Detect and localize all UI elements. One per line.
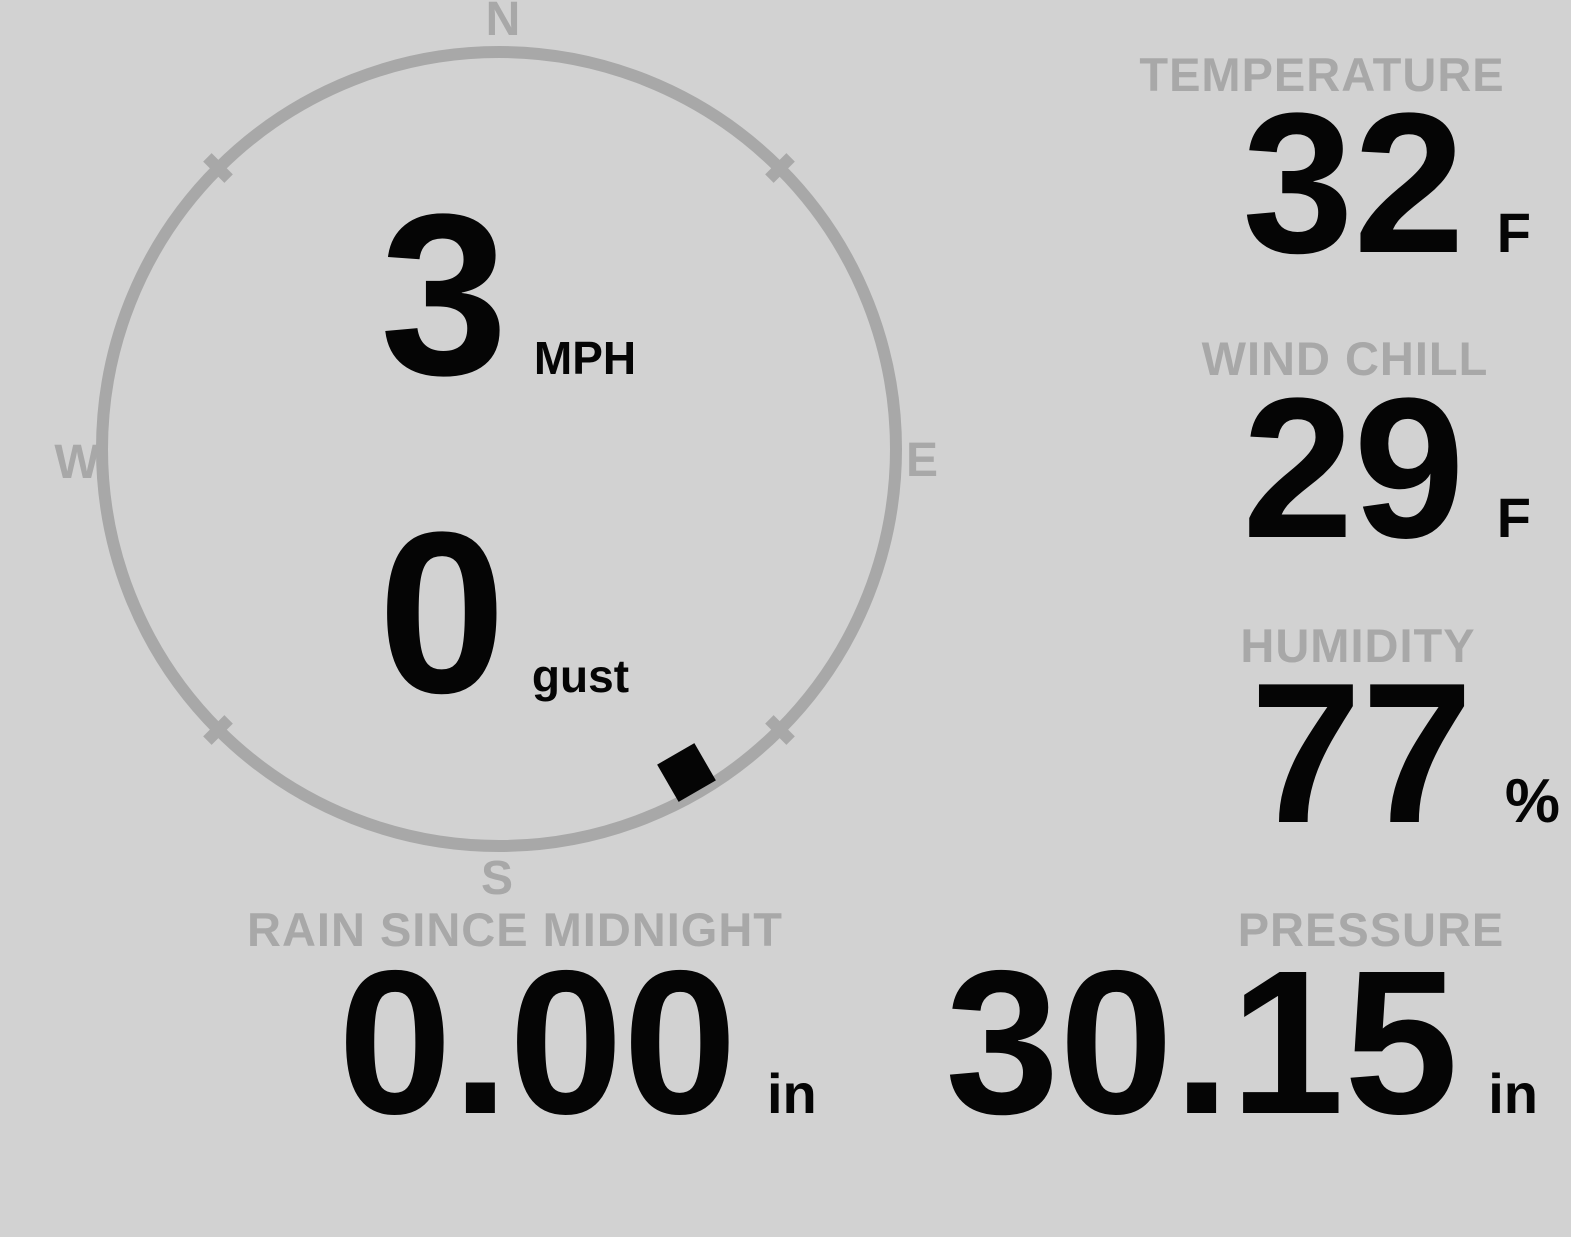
temperature-unit: F bbox=[1496, 201, 1531, 264]
wind-gust-unit: gust bbox=[531, 650, 630, 702]
compass-label-south: S bbox=[480, 852, 514, 905]
temperature-value: 32 bbox=[1242, 72, 1465, 295]
temperature-row: 32 F bbox=[1242, 84, 1531, 284]
rain-row: 0.00 in bbox=[338, 940, 817, 1145]
wind-speed-row: 3 MPH bbox=[380, 180, 636, 410]
rain-value: 0.00 bbox=[338, 928, 737, 1157]
humidity-label: HUMIDITY bbox=[1240, 619, 1476, 672]
compass-label-north: N bbox=[485, 0, 521, 46]
pressure-row: 30.15 in bbox=[945, 940, 1538, 1145]
rain-unit: in bbox=[767, 1062, 817, 1125]
pressure-label: PRESSURE bbox=[1237, 903, 1505, 956]
wind-gust-value: 0 bbox=[378, 484, 506, 741]
wind-chill-label: WIND CHILL bbox=[1201, 332, 1489, 385]
temperature-label: TEMPERATURE bbox=[1139, 48, 1505, 101]
wind-speed-value: 3 bbox=[380, 166, 508, 423]
pressure-value: 30.15 bbox=[945, 928, 1459, 1157]
compass-label-east: E bbox=[905, 434, 939, 487]
humidity-row: 77 % bbox=[1250, 654, 1560, 854]
wind-gust-row: 0 gust bbox=[378, 498, 629, 728]
compass-label-west: W bbox=[54, 436, 100, 489]
wind-chill-unit: F bbox=[1496, 486, 1531, 549]
wind-chill-value: 29 bbox=[1242, 357, 1465, 580]
humidity-value: 77 bbox=[1250, 642, 1473, 865]
pressure-unit: in bbox=[1488, 1062, 1538, 1125]
humidity-unit: % bbox=[1504, 767, 1560, 836]
wind-chill-row: 29 F bbox=[1242, 369, 1531, 569]
rain-label: RAIN SINCE MIDNIGHT bbox=[247, 903, 783, 956]
wind-speed-unit: MPH bbox=[533, 332, 637, 384]
